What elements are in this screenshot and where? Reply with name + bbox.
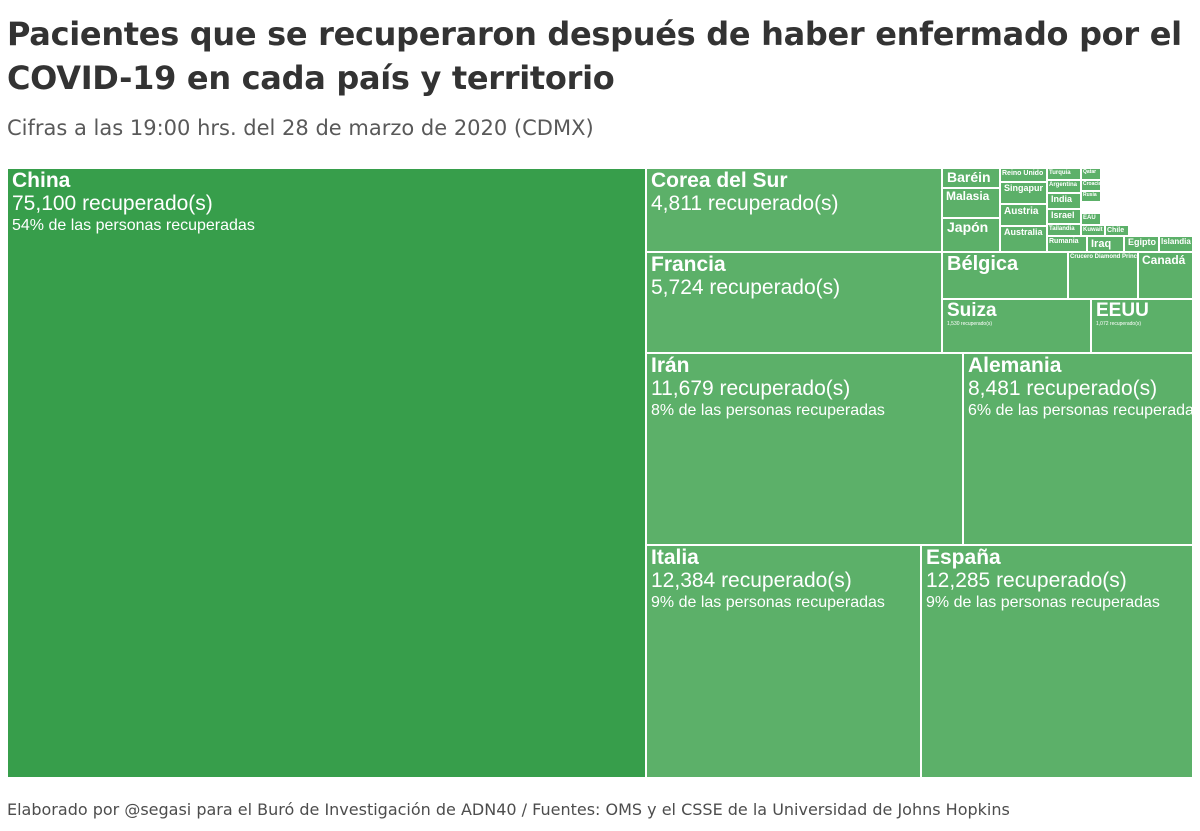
tile-rumania: Rumania <box>1047 236 1087 252</box>
tile-label: Canadá <box>1142 253 1186 267</box>
tile-turquia: Turquía <box>1047 168 1081 180</box>
tile-value: 4,811 recuperado(s) <box>651 192 839 215</box>
tile-suiza: Suiza 1,530 recuperado(s) <box>942 299 1091 353</box>
tile-label: India <box>1051 194 1073 204</box>
tile-percent: 6% de las personas recuperadas <box>968 402 1193 419</box>
tile-value: 11,679 recuperado(s) <box>651 377 851 400</box>
tile-barein: Baréin <box>942 168 1000 188</box>
tile-label: Rumania <box>1049 238 1079 245</box>
tile-label: EAU <box>1083 215 1096 221</box>
tile-label: Japón <box>947 219 989 235</box>
tile-label: Qatar <box>1083 169 1097 175</box>
tile-chile: Chile <box>1105 225 1129 236</box>
tile-reino-unido: Reino Unido <box>1000 168 1047 182</box>
tile-label: Croacia <box>1083 181 1101 187</box>
tile-singapur: Singapur <box>1000 182 1047 204</box>
tile-iran: Irán 11,679 recuperado(s) 8% de las person… <box>646 353 963 545</box>
tile-eeuu: EEUU 1,072 recuperado(s) <box>1091 299 1193 353</box>
tile-espana: España 12,285 recuperado(s) 9% de las pers… <box>921 545 1193 778</box>
tile-israel: Israel <box>1047 209 1081 224</box>
tile-china: China 75,100 recuperado(s) 54% de las pers… <box>7 168 646 778</box>
tile-alemania: Alemania 8,481 recuperado(s) 6% de las per… <box>963 353 1193 545</box>
chart-title: Pacientes que se recuperaron después de … <box>7 15 1182 97</box>
tile-value: 12,384 recuperado(s) <box>651 569 852 592</box>
chart-subtitle: Cifras a las 19:00 hrs. del 28 de marzo … <box>7 116 594 140</box>
tile-crucero-diamond-princess: Crucero Diamond Princess <box>1068 252 1138 299</box>
tile-label: Tailandia <box>1049 226 1075 232</box>
tile-label: EEUU <box>1096 300 1149 321</box>
tile-percent: 9% de las personas recuperadas <box>926 594 1160 611</box>
tile-percent: 9% de las personas recuperadas <box>651 594 885 611</box>
tile-rusia: Rusia <box>1081 191 1101 202</box>
tile-label: Reino Unido <box>1002 170 1044 177</box>
tile-eau: EAU <box>1081 213 1101 225</box>
tile-label: Rusia <box>1083 192 1097 198</box>
tile-iraq: Iraq <box>1087 236 1124 252</box>
tile-islandia: Islandia <box>1159 236 1193 252</box>
tile-label: Baréin <box>947 169 991 185</box>
tile-argentina: Argentina <box>1047 180 1081 193</box>
tile-label: Kuwait <box>1083 227 1103 233</box>
tile-label: Australia <box>1004 227 1043 237</box>
tile-value: 75,100 recuperado(s) <box>12 192 213 215</box>
tile-label: Irán <box>651 354 690 377</box>
tile-label: Italia <box>651 546 699 569</box>
tile-label: Israel <box>1051 210 1075 220</box>
tile-belgica: Bélgica <box>942 252 1068 299</box>
tile-percent: 54% de las personas recuperadas <box>12 217 255 234</box>
tile-australia: Australia <box>1000 226 1047 252</box>
tile-india: India <box>1047 193 1081 209</box>
tile-value: 5,724 recuperado(s) <box>651 276 841 299</box>
tile-label: Bélgica <box>947 253 1019 275</box>
tile-qatar: Qatar <box>1081 168 1101 180</box>
tile-label: Argentina <box>1049 182 1078 188</box>
tile-kuwait: Kuwait <box>1081 225 1105 236</box>
tile-label: Malasia <box>946 189 990 203</box>
tile-canada: Canadá <box>1138 252 1193 299</box>
tile-label: Crucero Diamond Princess <box>1070 254 1138 260</box>
tile-austria: Austria <box>1000 204 1047 226</box>
tile-croacia: Croacia <box>1081 180 1101 191</box>
tile-label: Egipto <box>1128 237 1156 247</box>
tile-value: 8,481 recuperado(s) <box>968 377 1158 400</box>
tile-egipto: Egipto <box>1124 236 1159 252</box>
tile-label: Chile <box>1107 227 1125 234</box>
tile-label: Austria <box>1004 206 1039 217</box>
tile-tailandia: Tailandia <box>1047 224 1081 236</box>
tile-label: Alemania <box>968 354 1062 377</box>
tile-label: España <box>926 546 1001 569</box>
tile-value: 12,285 recuperado(s) <box>926 569 1127 592</box>
tile-corea-del-sur: Corea del Sur 4,811 recuperado(s) <box>646 168 942 252</box>
tile-value: 1,072 recuperado(s) <box>1096 321 1142 327</box>
tile-japon: Japón <box>942 218 1000 252</box>
tile-label: Suiza <box>947 300 997 321</box>
tile-label: Islandia <box>1161 237 1191 246</box>
tile-label: Singapur <box>1004 183 1044 193</box>
tile-label: Iraq <box>1091 238 1112 250</box>
tile-francia: Francia 5,724 recuperado(s) <box>646 252 942 353</box>
tile-value: 1,530 recuperado(s) <box>947 321 993 327</box>
tile-label: Francia <box>651 253 726 276</box>
tile-label: China <box>12 169 71 192</box>
treemap-chart: China 75,100 recuperado(s) 54% de las pers… <box>7 168 1193 778</box>
chart-footer: Elaborado por @segasi para el Buró de In… <box>7 800 1010 819</box>
tile-percent: 8% de las personas recuperadas <box>651 402 885 419</box>
tile-italia: Italia 12,384 recuperado(s) 9% de las pers… <box>646 545 921 778</box>
tile-label: Corea del Sur <box>651 169 788 192</box>
tile-label: Turquía <box>1049 170 1071 176</box>
tile-malasia: Malasia <box>942 188 1000 218</box>
